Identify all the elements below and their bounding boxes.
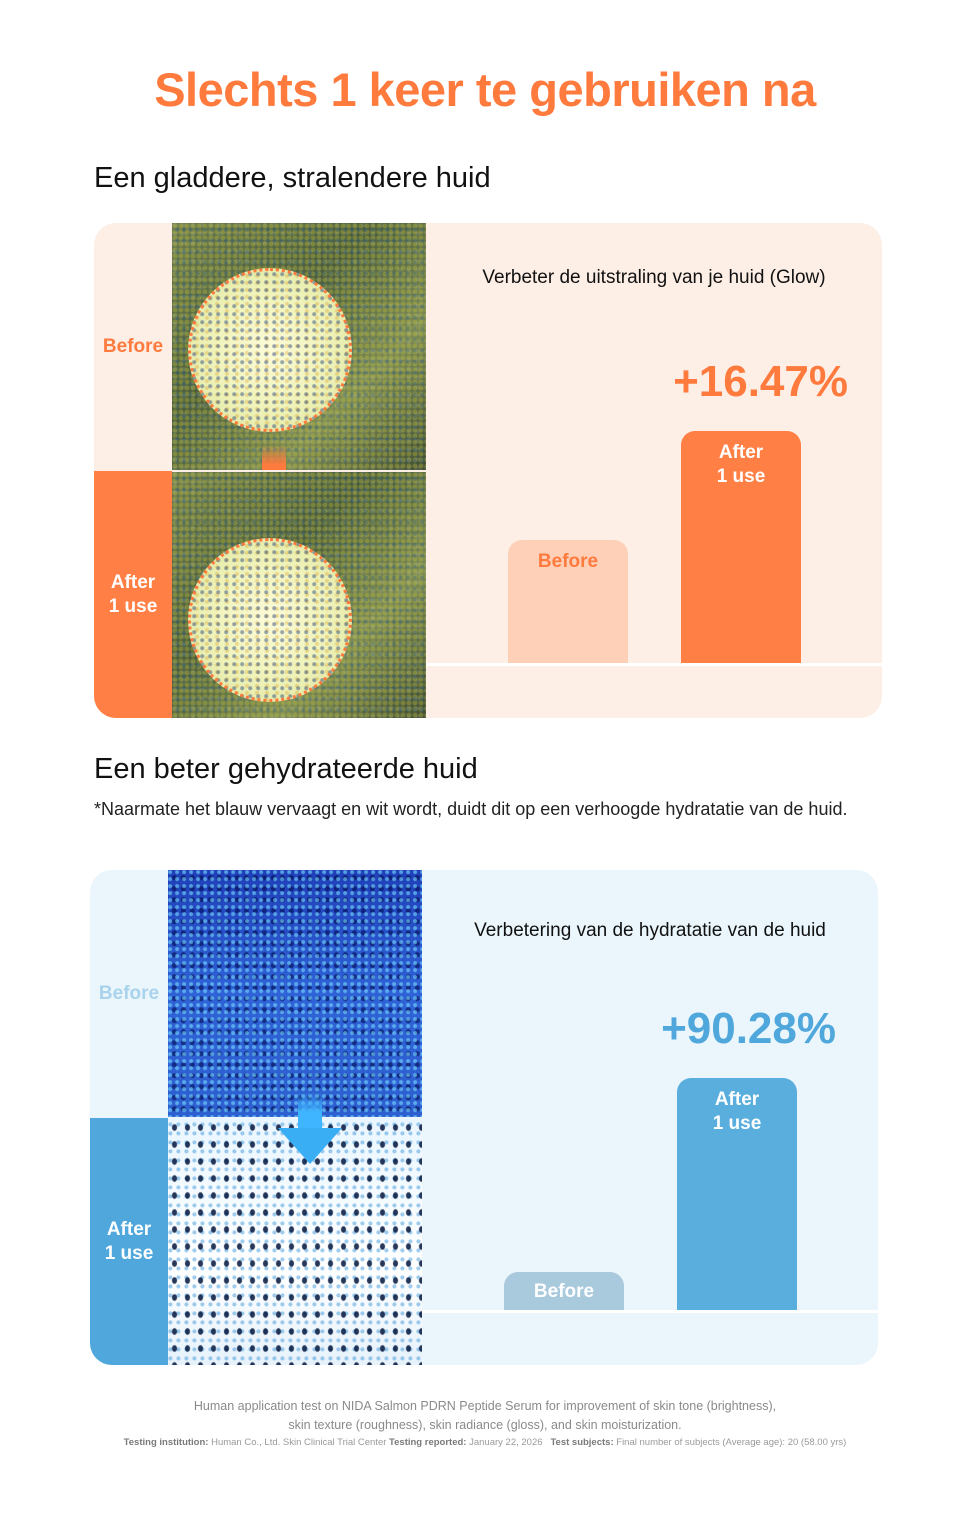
hydration-percent: +90.28%	[661, 1004, 836, 1053]
glow-after-photo	[172, 472, 426, 718]
footer-disclaimer: Human application test on NIDA Salmon PD…	[193, 1399, 777, 1432]
glow-after-label: After 1 use	[94, 471, 172, 718]
glow-chart: Verbeter de uitstraling van je huid (Glo…	[426, 223, 882, 718]
page-headline: Slechts 1 keer te gebruiken na	[154, 63, 816, 116]
hydration-card: Before After 1 use Verbetering van de hyd…	[90, 870, 878, 1365]
footer-test-info: Testing institution: Human Co., Ltd. Ski…	[123, 1437, 847, 1448]
hydration-chart-title: Verbetering van de hydratatie van de hui…	[474, 920, 826, 941]
glow-after-zoom-circle	[188, 538, 352, 702]
hydration-after-photo	[168, 1119, 422, 1365]
hydration-bar-after: After 1 use	[677, 1078, 797, 1311]
glow-bar-after: After 1 use	[681, 431, 801, 664]
hydration-before-label: Before	[98, 983, 160, 1004]
hydration-note: *Naarmate het blauw vervaagt en wit word…	[94, 799, 848, 819]
arrow-down-icon	[262, 445, 286, 470]
glow-before-photo	[172, 223, 426, 470]
glow-percent: +16.47%	[673, 357, 848, 406]
glow-card: Before After 1 use Verbeter de uitstralin…	[94, 223, 882, 718]
section-hydration-heading: Een beter gehydrateerde huid	[94, 753, 478, 785]
hydration-bar-before-label: Before	[533, 1281, 595, 1302]
hydration-before-photo	[168, 870, 422, 1117]
glow-bar-before-label: Before	[537, 551, 599, 572]
hydration-after-label: After 1 use	[90, 1118, 168, 1365]
section-glow-heading: Een gladdere, stralendere huid	[94, 162, 491, 194]
glow-before-zoom-circle	[188, 268, 352, 432]
glow-bar-before: Before	[508, 540, 628, 664]
glow-before-label: Before	[102, 336, 164, 357]
hydration-chart: Verbetering van de hydratatie van de hui…	[422, 870, 878, 1365]
glow-chart-title: Verbeter de uitstraling van je huid (Glo…	[482, 267, 826, 288]
glow-chart-baseline	[426, 663, 882, 666]
hydration-bar-before: Before	[504, 1272, 624, 1311]
arrow-down-icon	[278, 1092, 342, 1164]
hydration-chart-baseline	[422, 1310, 878, 1313]
